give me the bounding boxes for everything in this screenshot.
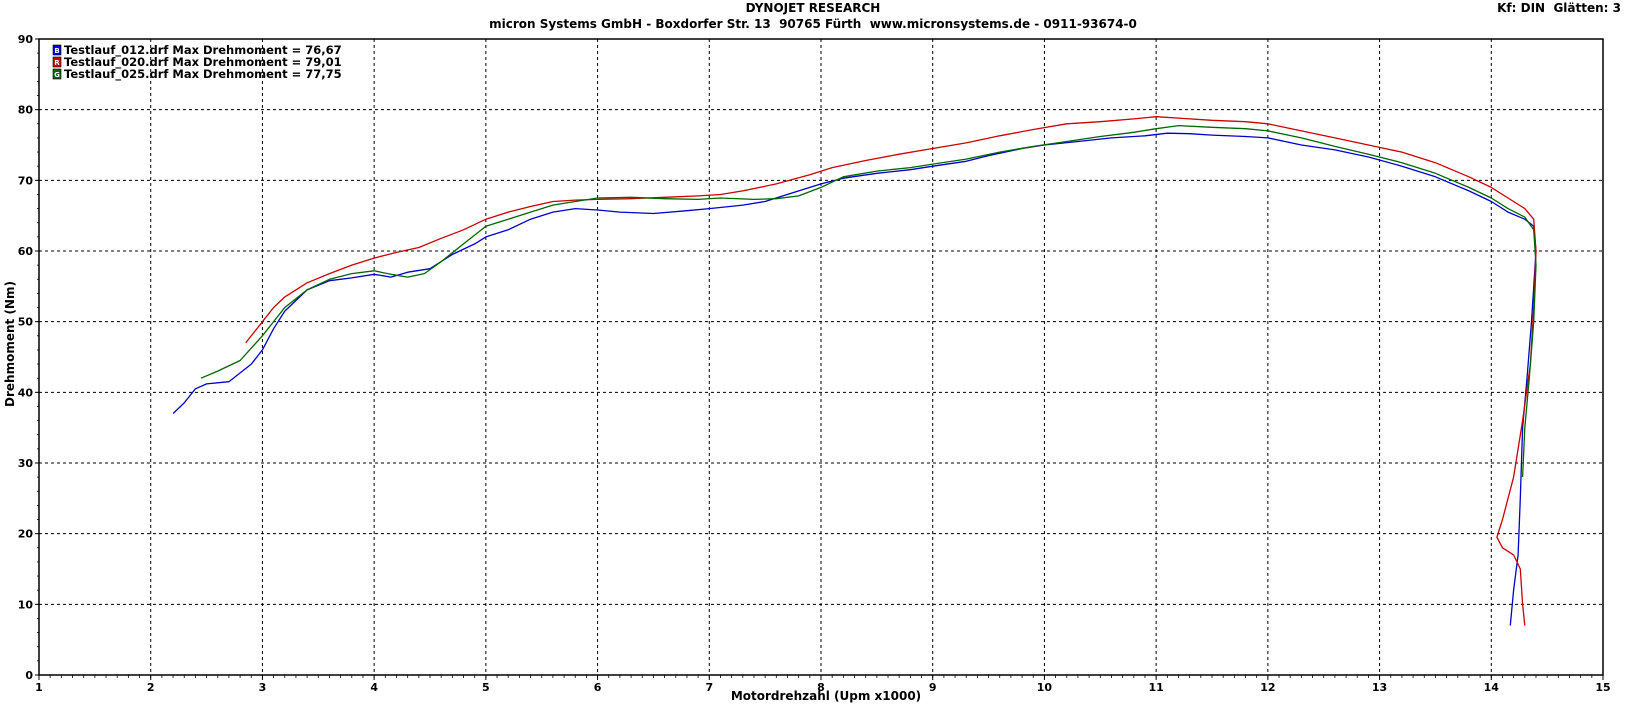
x-tick-label: 8	[817, 681, 825, 694]
legend-swatch-mark: R	[54, 59, 60, 67]
y-tick-label: 30	[18, 457, 34, 470]
y-tick-label: 40	[18, 386, 34, 399]
x-axis-title: Motordrehzahl (Upm x1000)	[731, 689, 921, 703]
legend-swatch-mark: B	[54, 47, 59, 55]
legend-label: Testlauf_012.drf Max Drehmoment = 76,67	[64, 43, 342, 58]
legend-swatch	[52, 68, 62, 80]
y-tick-label: 20	[18, 528, 34, 541]
grid	[39, 39, 1603, 675]
legend-swatch	[52, 56, 62, 68]
x-tick-label: 9	[929, 681, 937, 694]
x-tick-label: 4	[370, 681, 378, 694]
y-tick-label: 80	[18, 104, 34, 117]
x-tick-label: 1	[35, 681, 43, 694]
chart-subtitle: micron Systems GmbH - Boxdorfer Str. 13 …	[489, 17, 1137, 31]
series-line-3	[200, 124, 1537, 478]
x-tick-label: 14	[1484, 681, 1500, 694]
settings-readout: Kf: DIN Glätten: 3	[1497, 1, 1621, 15]
x-tick-label: 12	[1260, 681, 1275, 694]
x-tick-label: 13	[1372, 681, 1387, 694]
legend-swatch-mark: G	[54, 71, 60, 79]
x-tick-label: 10	[1037, 681, 1053, 694]
y-axis-title: Drehmoment (Nm)	[3, 281, 17, 407]
x-tick-label: 5	[482, 681, 490, 694]
y-tick-label: 90	[18, 33, 34, 46]
series-lines	[172, 116, 1537, 626]
legend-label: Testlauf_025.drf Max Drehmoment = 77,75	[64, 67, 342, 82]
legend-label: Testlauf_020.drf Max Drehmoment = 79,01	[64, 55, 342, 70]
chart-title: DYNOJET RESEARCH	[745, 1, 881, 15]
x-tick-label: 15	[1595, 681, 1610, 694]
y-tick-label: 0	[25, 669, 33, 682]
x-tick-label: 2	[147, 681, 155, 694]
y-tick-label: 10	[18, 598, 34, 611]
legend: B Testlauf_012.drf Max Drehmoment = 76,67…	[52, 43, 342, 82]
y-tick-label: 60	[18, 245, 34, 258]
series-line-1	[172, 132, 1537, 626]
y-tick-label: 50	[18, 316, 34, 329]
x-tick-label: 6	[594, 681, 602, 694]
legend-swatch	[52, 44, 62, 56]
x-tick-label: 3	[259, 681, 267, 694]
series-line-2	[245, 116, 1537, 626]
y-tick-label: 70	[18, 174, 34, 187]
x-tick-label: 11	[1148, 681, 1163, 694]
x-tick-label: 7	[705, 681, 713, 694]
